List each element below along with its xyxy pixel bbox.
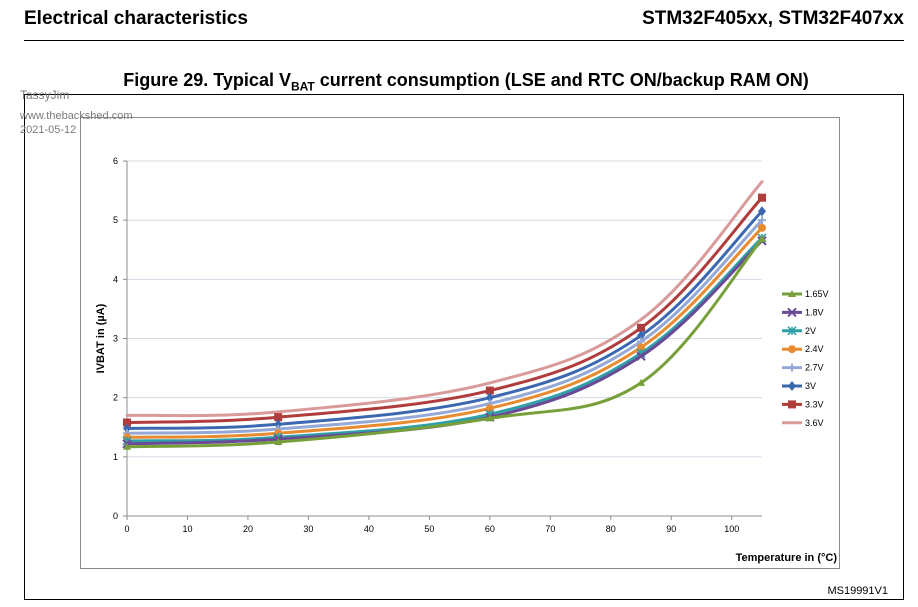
y-tick-label: 3 <box>113 334 118 344</box>
data-point <box>274 413 283 422</box>
legend-marker <box>788 363 796 372</box>
data-point <box>123 423 131 434</box>
legend-entry: 3.3V <box>782 399 824 409</box>
watermark-user: TassyJim <box>20 88 70 102</box>
data-point <box>485 414 494 422</box>
data-point <box>637 323 646 332</box>
legend-label: 2V <box>805 326 816 336</box>
y-tick-label: 0 <box>113 511 118 521</box>
data-point <box>637 330 646 341</box>
series-line <box>125 180 764 418</box>
series-3-3V <box>123 193 766 427</box>
series-line <box>125 196 764 424</box>
legend-entry: 3V <box>782 381 816 391</box>
y-tick-label: 2 <box>113 393 118 403</box>
series-3V <box>123 206 766 434</box>
legend-marker <box>788 290 796 297</box>
legend-label: 3.3V <box>805 399 824 409</box>
legend-entry: 2.7V <box>782 363 824 373</box>
series-line <box>125 236 764 443</box>
legend-layer: 1.65V 1.8V 2V 2.4V 2.7V 3V 3.3V 3.6V <box>782 289 829 428</box>
data-point <box>758 223 766 232</box>
legend-marker <box>788 381 796 391</box>
data-point <box>274 419 283 430</box>
watermark-date: 2021-05-12 <box>20 124 77 136</box>
legend-entry: 1.65V <box>782 289 829 299</box>
series-layer <box>122 180 767 450</box>
data-point <box>758 235 766 243</box>
figure-id: MS19991V1 <box>827 585 888 597</box>
legend-entry: 2.4V <box>782 344 824 354</box>
figure-title-subscript: BAT <box>290 79 315 94</box>
data-point <box>485 404 494 413</box>
x-tick-label: 20 <box>243 524 253 534</box>
x-tick-label: 40 <box>364 524 374 534</box>
legend-entry: 1.8V <box>782 307 824 317</box>
x-tick-label: 100 <box>724 524 739 534</box>
legend-label: 1.8V <box>805 307 824 317</box>
legend-label: 3.6V <box>805 418 824 428</box>
legend-marker <box>787 307 797 318</box>
y-tick-label: 4 <box>113 274 118 284</box>
data-point <box>758 216 766 225</box>
data-point <box>637 378 646 386</box>
data-point <box>637 343 646 352</box>
watermark-site: www.thebackshed.com <box>20 110 133 122</box>
legend-entry: 3.6V <box>782 418 824 428</box>
chart-frame <box>80 117 840 569</box>
header-divider <box>24 40 904 41</box>
x-axis-title: Temperature in (°C) <box>736 552 838 564</box>
legend-label: 3V <box>805 381 816 391</box>
x-tick-label: 60 <box>485 524 495 534</box>
figure-title: Figure 29. Typical VBAT current consumpt… <box>0 70 918 94</box>
y-tick-label: 5 <box>113 215 118 225</box>
series-1-65V <box>123 235 766 450</box>
x-tick-label: 80 <box>606 524 616 534</box>
section-title: Electrical characteristics <box>24 8 248 29</box>
legend-marker <box>788 345 796 354</box>
x-tick-label: 10 <box>182 524 192 534</box>
y-tick-label: 6 <box>113 156 118 166</box>
figure-title-prefix: Figure 29. Typical V <box>123 70 291 90</box>
legend-marker <box>787 326 797 336</box>
legend-marker <box>788 400 796 409</box>
data-point <box>485 392 494 403</box>
y-tick-label: 1 <box>113 452 118 462</box>
legend-label: 2.4V <box>805 344 824 354</box>
data-point <box>758 206 766 217</box>
figure-title-suffix: current consumption (LSE and RTC ON/back… <box>314 70 809 90</box>
legend-label: 2.7V <box>805 363 824 373</box>
data-point <box>758 193 766 202</box>
series-3-6V <box>125 180 764 418</box>
x-tick-label: 90 <box>666 524 676 534</box>
x-tick-label: 30 <box>303 524 313 534</box>
x-tick-label: 70 <box>545 524 555 534</box>
figure-frame <box>24 94 904 600</box>
product-title: STM32F405xx, STM32F407xx <box>642 8 904 29</box>
y-axis-title: IVBAT in (µA) <box>95 303 107 373</box>
data-point <box>274 438 283 446</box>
legend-entry: 2V <box>782 326 816 336</box>
grid-layer <box>127 160 762 458</box>
x-tick-label: 50 <box>424 524 434 534</box>
data-point <box>485 386 494 395</box>
legend-label: 1.65V <box>805 289 829 299</box>
data-point <box>636 351 646 361</box>
data-point <box>123 442 131 450</box>
x-tick-label: 0 <box>124 524 129 534</box>
data-point <box>123 418 131 427</box>
